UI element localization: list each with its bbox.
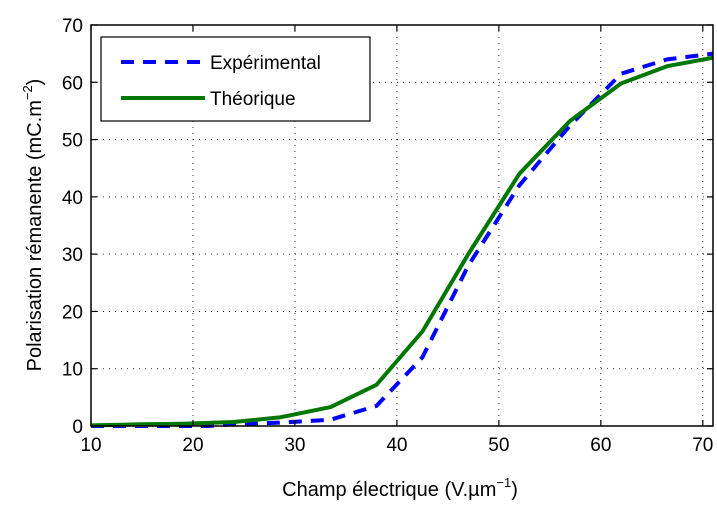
series-lines [91, 51, 713, 428]
plot-frame [90, 24, 714, 427]
series-line-experimental [91, 51, 713, 428]
y-tick-label: 30 [62, 245, 83, 266]
legend-label: Expérimental [210, 53, 321, 74]
legend-box [100, 36, 371, 122]
x-tick-label: 30 [284, 435, 305, 456]
legend: Expérimental Théorique [100, 36, 371, 122]
legend-label: Théorique [210, 89, 296, 110]
x-tick-label: 20 [182, 435, 203, 456]
x-tick-label: 60 [590, 435, 611, 456]
y-tick-label: 20 [62, 302, 83, 323]
y-tick-label: 40 [62, 188, 83, 209]
series-line-theoretical [91, 55, 713, 428]
x-tick-label: 10 [80, 435, 101, 456]
x-tick-label: 50 [488, 435, 509, 456]
x-tick-label: 40 [386, 435, 407, 456]
x-tick-label: 70 [692, 435, 713, 456]
y-tick-label: 60 [62, 73, 83, 94]
y-tick-label: 50 [62, 131, 83, 152]
x-axis-label: Champ électrique (V.µm−1) [282, 475, 518, 501]
y-tick-label: 70 [62, 16, 83, 37]
y-tick-label: 10 [62, 360, 83, 381]
y-axis-label: Polarisation rémanente (mC.m−2) [20, 79, 46, 372]
y-tick-label: 0 [72, 417, 83, 438]
